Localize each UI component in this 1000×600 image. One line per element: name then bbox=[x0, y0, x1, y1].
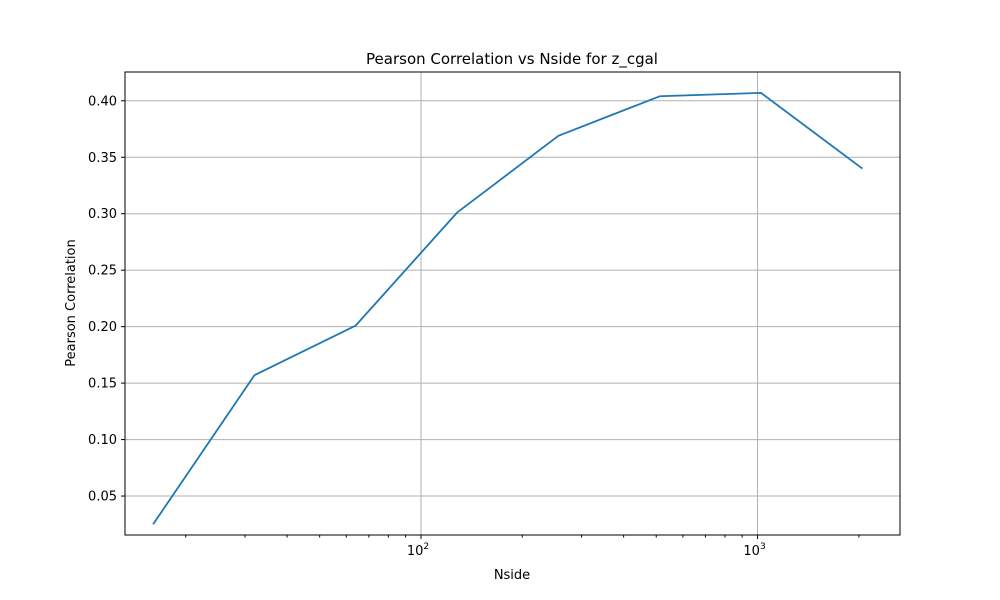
y-tick-label: 0.30 bbox=[88, 207, 117, 222]
chart-title: Pearson Correlation vs Nside for z_cgal bbox=[366, 50, 658, 69]
plot-frame bbox=[124, 71, 901, 536]
series-line bbox=[152, 91, 863, 525]
grid-lines bbox=[125, 72, 900, 535]
y-tick-label: 0.35 bbox=[88, 151, 117, 166]
x-axis-label: Nside bbox=[494, 568, 530, 583]
y-axis-ticks: 0.05 0.10 0.15 0.20 0.25 0.30 0.35 0.40 bbox=[88, 94, 125, 505]
y-tick-label: 0.10 bbox=[88, 433, 117, 448]
y-axis-label: Pearson Correlation bbox=[64, 239, 79, 366]
y-tick-label: 0.05 bbox=[88, 490, 117, 505]
x-tick-label: 103 bbox=[743, 542, 765, 559]
x-axis-ticks: 102 103 bbox=[185, 535, 860, 559]
y-tick-label: 0.40 bbox=[88, 94, 117, 109]
y-tick-label: 0.15 bbox=[88, 377, 117, 392]
data-series bbox=[152, 91, 863, 525]
x-tick-label: 102 bbox=[407, 542, 429, 559]
y-tick-label: 0.20 bbox=[88, 320, 117, 335]
y-tick-label: 0.25 bbox=[88, 264, 117, 279]
